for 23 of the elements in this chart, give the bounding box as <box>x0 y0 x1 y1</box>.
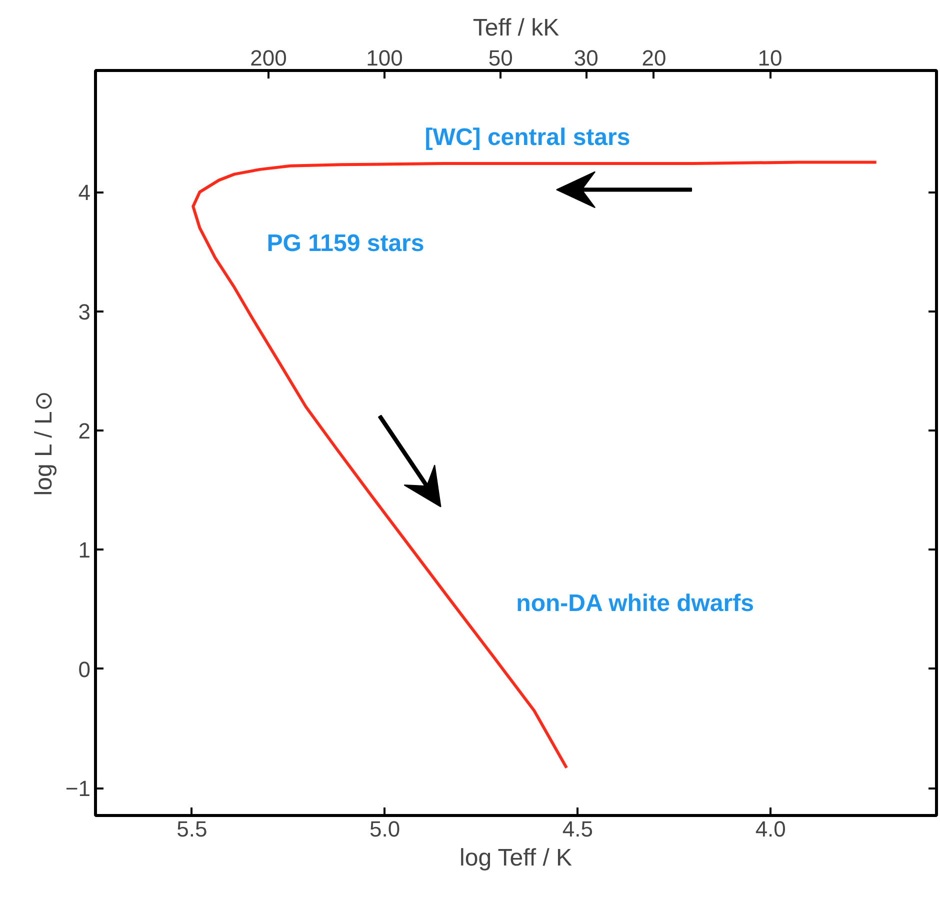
y-tick-label: 3 <box>78 299 91 324</box>
x-tick-label: 5.0 <box>370 816 400 842</box>
x-axis-title: log Teff / K <box>460 844 572 872</box>
x2-tick-label: 10 <box>758 46 782 70</box>
y-tick-label: 0 <box>78 656 91 682</box>
x2-tick-label: 30 <box>574 46 598 70</box>
x2-axis-title: Teff / kK <box>472 14 560 42</box>
annotation: [WC] central stars <box>424 124 630 151</box>
x2-tick-label: 100 <box>366 46 403 70</box>
x2-tick-label: 20 <box>642 46 666 70</box>
x-tick-label: 4.5 <box>562 816 594 842</box>
x2-tick-label: 200 <box>250 46 287 70</box>
y-tick-label: −1 <box>65 776 91 802</box>
x-tick-label: 4.0 <box>755 816 786 842</box>
line-series <box>192 160 878 770</box>
y-tick-label: 2 <box>78 418 91 444</box>
y-tick-label: 4 <box>78 180 91 206</box>
y-tick-label: 1 <box>78 538 91 563</box>
y-axis-title: log L / L⊙ <box>30 391 58 496</box>
x-tick-label: 5.5 <box>176 816 208 842</box>
annotation: PG 1159 stars <box>266 230 424 257</box>
annotation: non-DA white dwarfs <box>516 590 754 617</box>
x2-tick-label: 50 <box>488 46 513 70</box>
